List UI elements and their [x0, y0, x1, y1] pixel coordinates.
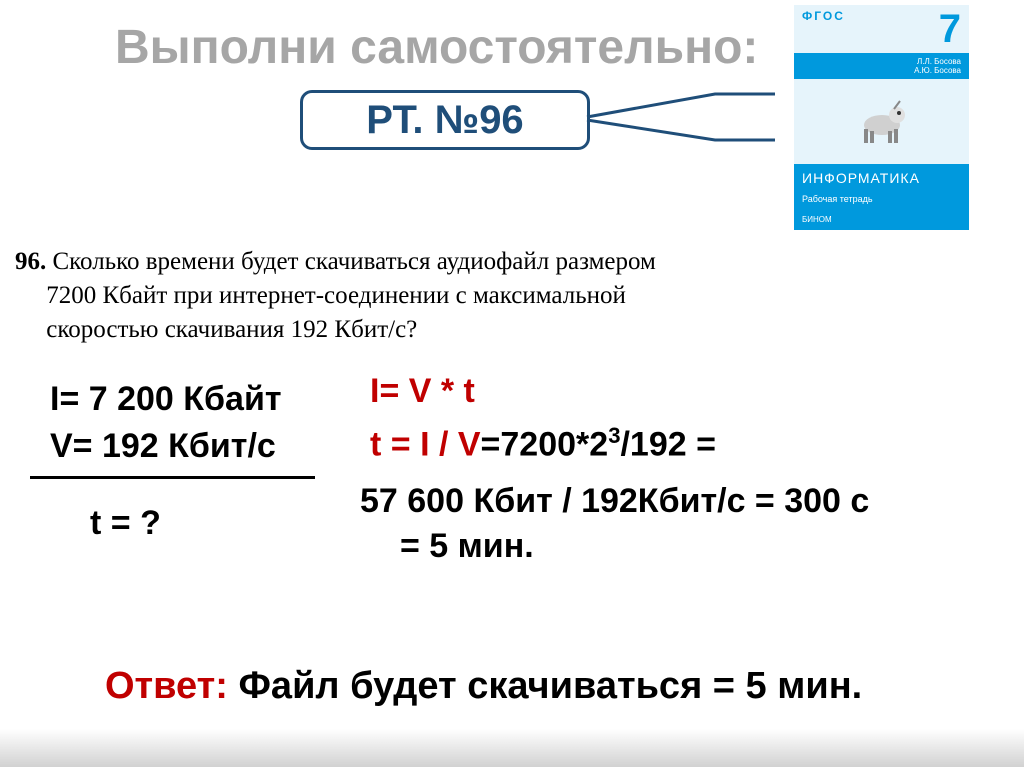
formula-ivt: I= V * t	[370, 372, 869, 411]
formula-t-end: /192 =	[620, 425, 715, 463]
book-image-area	[794, 79, 969, 164]
book-subtitle: Рабочая тетрадь	[802, 194, 961, 204]
given-find: t = ?	[90, 504, 315, 543]
formula-calc-2: 57 600 Кбит / 192Кбит/с = 300 с	[360, 482, 869, 521]
problem-number: 96.	[15, 248, 46, 275]
answer-text: Файл будет скачиваться = 5 мин.	[239, 665, 863, 707]
book-author-1: Л.Л. Босова	[802, 57, 961, 66]
book-grade: 7	[939, 9, 961, 49]
problem-text-1: Сколько времени будет скачиваться аудиоф…	[53, 248, 656, 275]
answer-label: Ответ:	[105, 665, 228, 707]
textbook-cover: ФГОС 7 Л.Л. Босова А.Ю. Босова ИНФОРМАТИ…	[794, 5, 969, 230]
callout-connector	[585, 92, 775, 142]
formula-t-calc: =7200*2	[481, 425, 609, 463]
given-block: I= 7 200 Кбайт V= 192 Кбит/с t = ?	[50, 380, 315, 543]
book-subject: ИНФОРМАТИКА	[802, 170, 961, 186]
bottom-shadow	[0, 729, 1024, 767]
book-publisher: БИНОМ	[802, 215, 832, 224]
answer-line: Ответ: Файл будет скачиваться = 5 мин.	[105, 665, 862, 708]
formula-t: t = I / V=7200*23/192 =	[370, 423, 869, 464]
solution-block: I= V * t t = I / V=7200*23/192 = 57 600 …	[370, 372, 869, 566]
book-fgos-label: ФГОС	[802, 9, 845, 23]
problem-text-3: скоростью скачивания 192 Кбит/с?	[46, 316, 417, 343]
book-authors: Л.Л. Босова А.Ю. Босова	[802, 57, 961, 75]
problem-text-2: 7200 Кбайт при интернет-соединении с мак…	[46, 282, 626, 309]
given-divider	[30, 476, 315, 479]
robot-dog-icon	[852, 97, 912, 147]
problem-statement: 96. Сколько времени будет скачиваться ау…	[15, 245, 1009, 346]
formula-exp: 3	[608, 423, 620, 448]
reference-box: РТ. №96	[300, 90, 590, 150]
book-author-2: А.Ю. Босова	[802, 66, 961, 75]
formula-result: = 5 мин.	[400, 527, 869, 566]
formula-t-red: t = I / V	[370, 425, 481, 463]
slide-title: Выполни самостоятельно:	[115, 20, 758, 75]
given-i: I= 7 200 Кбайт	[50, 380, 315, 419]
given-v: V= 192 Кбит/с	[50, 427, 315, 466]
